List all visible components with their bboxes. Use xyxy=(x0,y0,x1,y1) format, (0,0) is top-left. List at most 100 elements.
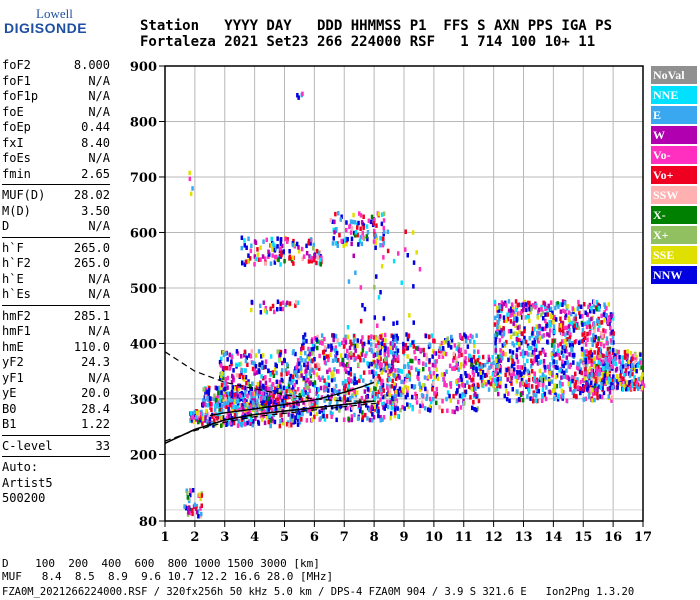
echo-point xyxy=(185,506,188,511)
echo-point xyxy=(486,359,489,365)
echo-point xyxy=(395,333,398,339)
echo-point xyxy=(335,227,338,232)
echo-point xyxy=(336,243,339,248)
echo-point xyxy=(335,350,339,356)
echo-point xyxy=(228,352,231,357)
echo-point xyxy=(429,396,432,402)
echo-point xyxy=(304,379,308,384)
echo-point xyxy=(380,341,384,346)
echo-point xyxy=(323,385,326,390)
echo-point xyxy=(272,242,275,247)
echo-point xyxy=(386,349,390,354)
echo-point xyxy=(435,359,438,364)
echo-point xyxy=(516,389,519,394)
echo-point xyxy=(510,306,513,311)
echo-point xyxy=(248,384,252,389)
echo-point xyxy=(370,334,373,339)
echo-point xyxy=(561,328,565,334)
echo-point xyxy=(332,372,335,377)
echo-point xyxy=(405,378,408,383)
echo-point xyxy=(262,300,266,305)
echo-point xyxy=(590,358,593,364)
echo-point xyxy=(591,398,594,403)
echo-point xyxy=(251,400,255,405)
echo-point xyxy=(532,392,536,398)
echo-point xyxy=(335,397,339,402)
echo-point xyxy=(258,389,261,394)
echo-point xyxy=(420,400,424,405)
echo-point xyxy=(390,333,393,338)
echo-point xyxy=(509,328,513,334)
echo-point xyxy=(559,309,563,314)
echo-point xyxy=(239,422,242,427)
echo-point xyxy=(518,342,521,347)
echo-point xyxy=(302,392,306,397)
echo-point xyxy=(575,338,578,344)
echo-point xyxy=(554,317,558,322)
echo-point xyxy=(274,254,277,260)
echo-point xyxy=(394,410,397,416)
echo-point xyxy=(374,371,377,376)
echo-point xyxy=(270,407,274,413)
echo-point xyxy=(360,220,364,225)
echo-point xyxy=(566,304,569,309)
echo-point xyxy=(566,375,569,380)
echo-point xyxy=(384,345,387,351)
echo-point xyxy=(240,403,244,408)
echo-point xyxy=(563,339,567,344)
echo-point xyxy=(504,300,507,306)
echo-point xyxy=(306,408,309,414)
echo-point xyxy=(523,326,526,331)
echo-point xyxy=(642,383,646,388)
echo-point xyxy=(222,352,226,358)
echo-point xyxy=(523,328,526,334)
echo-point xyxy=(520,340,523,346)
echo-point xyxy=(319,262,322,267)
echo-point xyxy=(584,342,588,347)
echo-point xyxy=(428,366,431,372)
echo-point xyxy=(596,371,599,376)
param-name: h`F2 xyxy=(2,256,31,270)
echo-point xyxy=(246,258,250,264)
echo-point xyxy=(523,363,526,368)
echo-point xyxy=(452,358,455,363)
echo-point xyxy=(323,378,326,383)
echo-point xyxy=(366,230,370,235)
echo-point xyxy=(240,235,244,240)
echo-point xyxy=(335,405,338,411)
echo-point xyxy=(288,388,291,393)
echo-point xyxy=(535,393,538,398)
echo-point xyxy=(597,336,600,341)
echo-point xyxy=(584,396,587,402)
echo-point xyxy=(547,306,550,311)
echo-point xyxy=(513,316,516,321)
echo-point xyxy=(356,362,360,368)
echo-point xyxy=(589,387,593,392)
echo-point xyxy=(346,405,349,411)
echo-point xyxy=(580,352,584,357)
echo-point xyxy=(392,354,396,360)
echo-point xyxy=(380,391,383,397)
echo-point xyxy=(626,364,630,370)
echo-point xyxy=(302,335,305,340)
echo-point xyxy=(502,301,505,307)
echo-point xyxy=(342,238,346,243)
echo-point xyxy=(496,383,499,389)
echo-point xyxy=(353,376,356,381)
echo-point xyxy=(301,389,304,394)
echo-point xyxy=(287,386,291,391)
echo-point xyxy=(330,387,334,393)
echo-point xyxy=(528,336,531,341)
echo-point xyxy=(548,389,552,395)
echo-point xyxy=(224,377,228,382)
echo-point xyxy=(336,338,339,343)
echo-point xyxy=(344,236,348,242)
echo-point xyxy=(633,381,636,387)
echo-point xyxy=(313,383,317,388)
param-value: N/A xyxy=(88,104,110,119)
echo-point xyxy=(233,394,237,400)
echo-point xyxy=(587,359,591,364)
echo-point xyxy=(560,375,563,380)
echo-point xyxy=(588,324,592,329)
echo-point xyxy=(222,394,226,399)
